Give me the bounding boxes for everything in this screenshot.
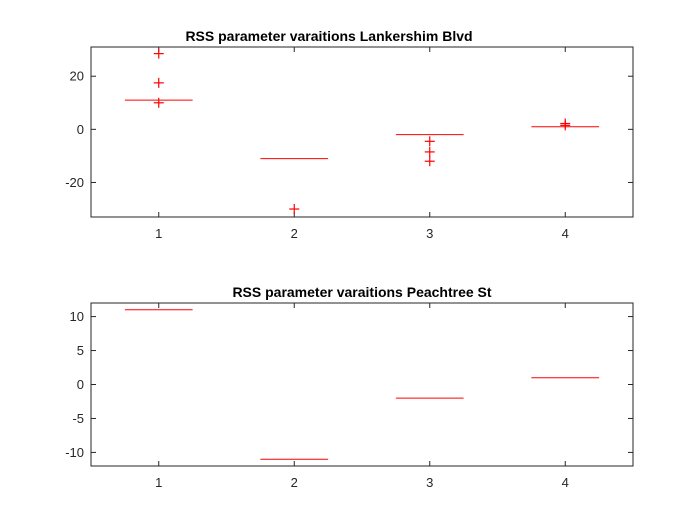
top-x-tick-label: 3 (426, 226, 433, 241)
top-y-tick-label: -20 (65, 175, 84, 190)
top-plot-marks: 1 2 3 4 20 0 -20 (65, 47, 633, 241)
top-outlier-marker (424, 156, 435, 167)
top-outlier-marker (560, 120, 571, 131)
bottom-x-tick-label: 1 (155, 475, 162, 490)
bottom-y-tick-label: 0 (77, 377, 84, 392)
top-outlier-marker (289, 204, 300, 215)
bottom-x-tick-label: 3 (426, 475, 433, 490)
bottom-plot-axes (90, 302, 634, 467)
bottom-y-tick-label: -5 (72, 411, 84, 426)
bottom-y-tick-label: 10 (70, 309, 84, 324)
top-outlier-marker (424, 136, 435, 147)
top-x-tick-label: 2 (291, 226, 298, 241)
top-x-tick-label: 1 (155, 226, 162, 241)
bottom-plot-marks: 1 2 3 4 10 5 0 -5 -10 (65, 303, 633, 490)
bottom-plot-title: RSS parameter varaitions Peachtree St (232, 284, 491, 300)
top-outlier-marker (424, 146, 435, 157)
bottom-x-tick-label: 2 (291, 475, 298, 490)
top-plot: RSS parameter varaitions Lankershim Blvd… (65, 28, 634, 241)
bottom-y-tick-label: 5 (77, 343, 84, 358)
bottom-x-tick-label: 4 (562, 475, 569, 490)
top-x-tick-label: 4 (562, 226, 569, 241)
bottom-y-tick-label: -10 (65, 445, 84, 460)
bottom-plot: RSS parameter varaitions Peachtree St 1 2… (65, 284, 634, 490)
top-plot-title: RSS parameter varaitions Lankershim Blvd (185, 28, 472, 44)
top-outlier-marker (153, 77, 164, 88)
top-y-tick-label: 0 (77, 122, 84, 137)
top-outlier-marker (153, 48, 164, 59)
top-outlier-marker (153, 97, 164, 108)
top-plot-axes (90, 46, 634, 218)
top-y-tick-label: 20 (70, 69, 84, 84)
